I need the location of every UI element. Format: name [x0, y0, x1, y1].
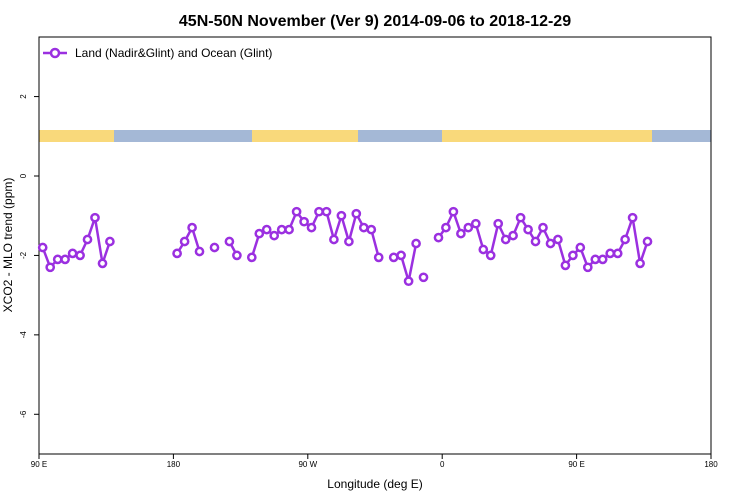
y-tick-label: -2	[19, 251, 28, 259]
data-point	[314, 206, 324, 217]
data-point	[336, 210, 347, 221]
data-point	[448, 206, 459, 217]
legend: Land (Nadir&Glint) and Ocean (Glint)	[43, 46, 272, 60]
data-point	[582, 262, 593, 273]
legend-marker	[49, 47, 61, 59]
series-line	[176, 226, 201, 255]
data-point	[605, 248, 616, 259]
data-point	[553, 234, 563, 245]
data-point	[441, 222, 451, 233]
data-point	[575, 242, 586, 253]
data-point	[515, 212, 526, 223]
data-point	[60, 254, 70, 265]
data-point	[194, 246, 205, 257]
series-layer	[37, 206, 653, 287]
data-point	[418, 272, 429, 283]
data-point	[246, 252, 257, 263]
data-point	[396, 250, 406, 261]
data-point	[329, 234, 339, 245]
data-point	[456, 228, 466, 239]
data-point	[224, 236, 235, 247]
land-strip-asia	[39, 130, 114, 142]
data-point	[597, 254, 608, 265]
data-point	[635, 258, 645, 269]
data-point	[187, 222, 197, 233]
data-point	[463, 222, 474, 233]
data-point	[321, 206, 332, 217]
data-point	[545, 238, 556, 249]
data-point	[470, 218, 481, 229]
data-point	[358, 222, 369, 233]
chart-title: 45N-50N November (Ver 9) 2014-09-06 to 2…	[179, 13, 571, 30]
data-point	[478, 244, 489, 255]
x-tick-label: 90 W	[298, 460, 317, 469]
x-tick-label: 0	[440, 460, 445, 469]
data-point	[508, 230, 518, 241]
series-line	[437, 210, 649, 269]
data-point	[254, 228, 265, 239]
data-point	[37, 242, 48, 253]
data-point	[500, 234, 511, 245]
data-point	[523, 224, 533, 235]
data-point	[560, 260, 571, 271]
y-tick-label: 0	[19, 173, 28, 178]
data-point	[388, 252, 399, 263]
data-point	[642, 236, 653, 247]
land-ocean-band	[39, 130, 711, 142]
data-point	[344, 236, 354, 247]
y-tick-label: 2	[19, 94, 28, 99]
data-point	[366, 224, 377, 235]
data-point	[538, 222, 548, 233]
data-point	[52, 254, 63, 265]
legend-label: Land (Nadir&Glint) and Ocean (Glint)	[75, 46, 272, 60]
y-axis-label: XCO2 - MLO trend (ppm)	[1, 178, 15, 313]
data-point	[232, 250, 242, 261]
data-point	[403, 276, 414, 287]
data-point	[45, 262, 56, 273]
data-point	[299, 216, 309, 227]
data-point	[284, 224, 294, 235]
data-point	[105, 236, 115, 247]
data-point	[82, 234, 93, 245]
data-point	[90, 212, 100, 223]
data-point	[209, 242, 220, 253]
data-point	[351, 208, 362, 219]
data-point	[97, 258, 108, 269]
data-point	[276, 224, 287, 235]
data-point	[179, 236, 190, 247]
data-point	[411, 238, 421, 249]
data-point	[291, 206, 302, 217]
land-strip-europe	[442, 130, 652, 142]
data-point	[172, 248, 182, 259]
y-axis: 2 0 -2 -4 -6	[19, 94, 39, 418]
x-axis-label: Longitude (deg E)	[327, 477, 422, 491]
x-axis: 90 E 180 90 W 0 90 E 180	[31, 454, 718, 469]
data-point	[620, 234, 630, 245]
data-point	[493, 218, 504, 229]
data-point	[306, 222, 317, 233]
data-point	[612, 248, 623, 259]
land-strip-north-america	[252, 130, 358, 142]
data-point	[373, 252, 384, 263]
data-point	[627, 212, 638, 223]
x-tick-label: 180	[167, 460, 181, 469]
x-tick-label: 90 E	[31, 460, 47, 469]
data-point	[433, 232, 444, 243]
data-point	[568, 250, 578, 261]
data-point	[269, 230, 280, 241]
x-tick-label: 90 E	[568, 460, 584, 469]
data-point	[485, 250, 496, 261]
x-tick-label: 180	[704, 460, 718, 469]
data-point	[67, 248, 78, 259]
data-point	[530, 236, 541, 247]
data-point	[261, 224, 272, 235]
y-tick-label: -6	[19, 410, 28, 418]
series-line	[393, 243, 418, 283]
y-tick-label: -4	[19, 331, 28, 339]
data-point	[75, 250, 85, 261]
data-point	[590, 254, 601, 265]
